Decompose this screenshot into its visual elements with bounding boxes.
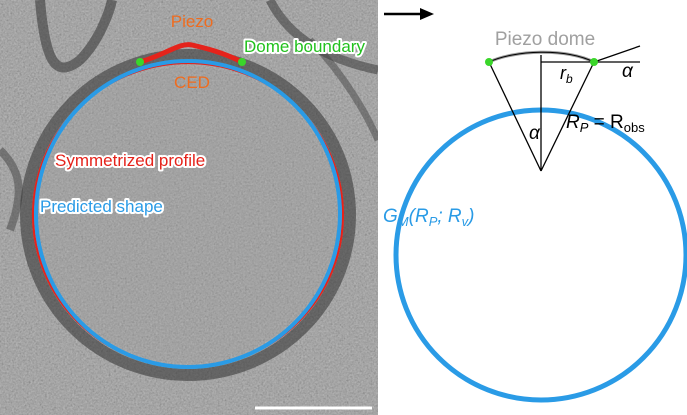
dome-boundary-point-right xyxy=(238,58,246,66)
dome-point-left xyxy=(485,58,493,66)
predicted-shape-label: Predicted shape xyxy=(40,197,163,216)
alpha-tangent-label: α xyxy=(622,61,634,82)
dome-boundary-point-left xyxy=(136,58,144,66)
rp-equals-robs-label: RP = Robs xyxy=(566,112,645,135)
membrane-feature xyxy=(307,37,378,142)
dome-boundary-label: Dome boundary xyxy=(244,37,365,56)
piezo-dome-label: Piezo dome xyxy=(495,29,595,50)
vesicle-membrane xyxy=(20,49,356,381)
transition-arrow xyxy=(384,8,434,20)
piezo-dome-outline xyxy=(488,51,595,63)
alpha-center-label: α xyxy=(529,123,541,144)
membrane-feature xyxy=(35,0,117,73)
ced-label: CED xyxy=(174,73,210,92)
geometry-panel: Piezo dome rb α α RP = Robs GM(RP; Rv) xyxy=(383,29,687,403)
vesicle-lumen xyxy=(38,67,338,363)
tangent-line xyxy=(593,45,641,63)
gm-label: GM(RP; Rv) xyxy=(383,206,474,229)
rb-label: rb xyxy=(560,63,573,86)
left-radius-line xyxy=(488,61,542,172)
ced-dome-curve xyxy=(137,42,245,65)
symmetrized-profile-label: Symmetrized profile xyxy=(55,151,205,170)
membrane-feature xyxy=(0,147,23,232)
piezo-label: Piezo xyxy=(171,12,214,31)
dome-point-right xyxy=(590,58,598,66)
micrograph-panel: Piezo CED Dome boundary Symmetrized prof… xyxy=(0,0,378,415)
predicted-shape-curve xyxy=(34,59,342,369)
right-radius-line xyxy=(540,61,595,172)
